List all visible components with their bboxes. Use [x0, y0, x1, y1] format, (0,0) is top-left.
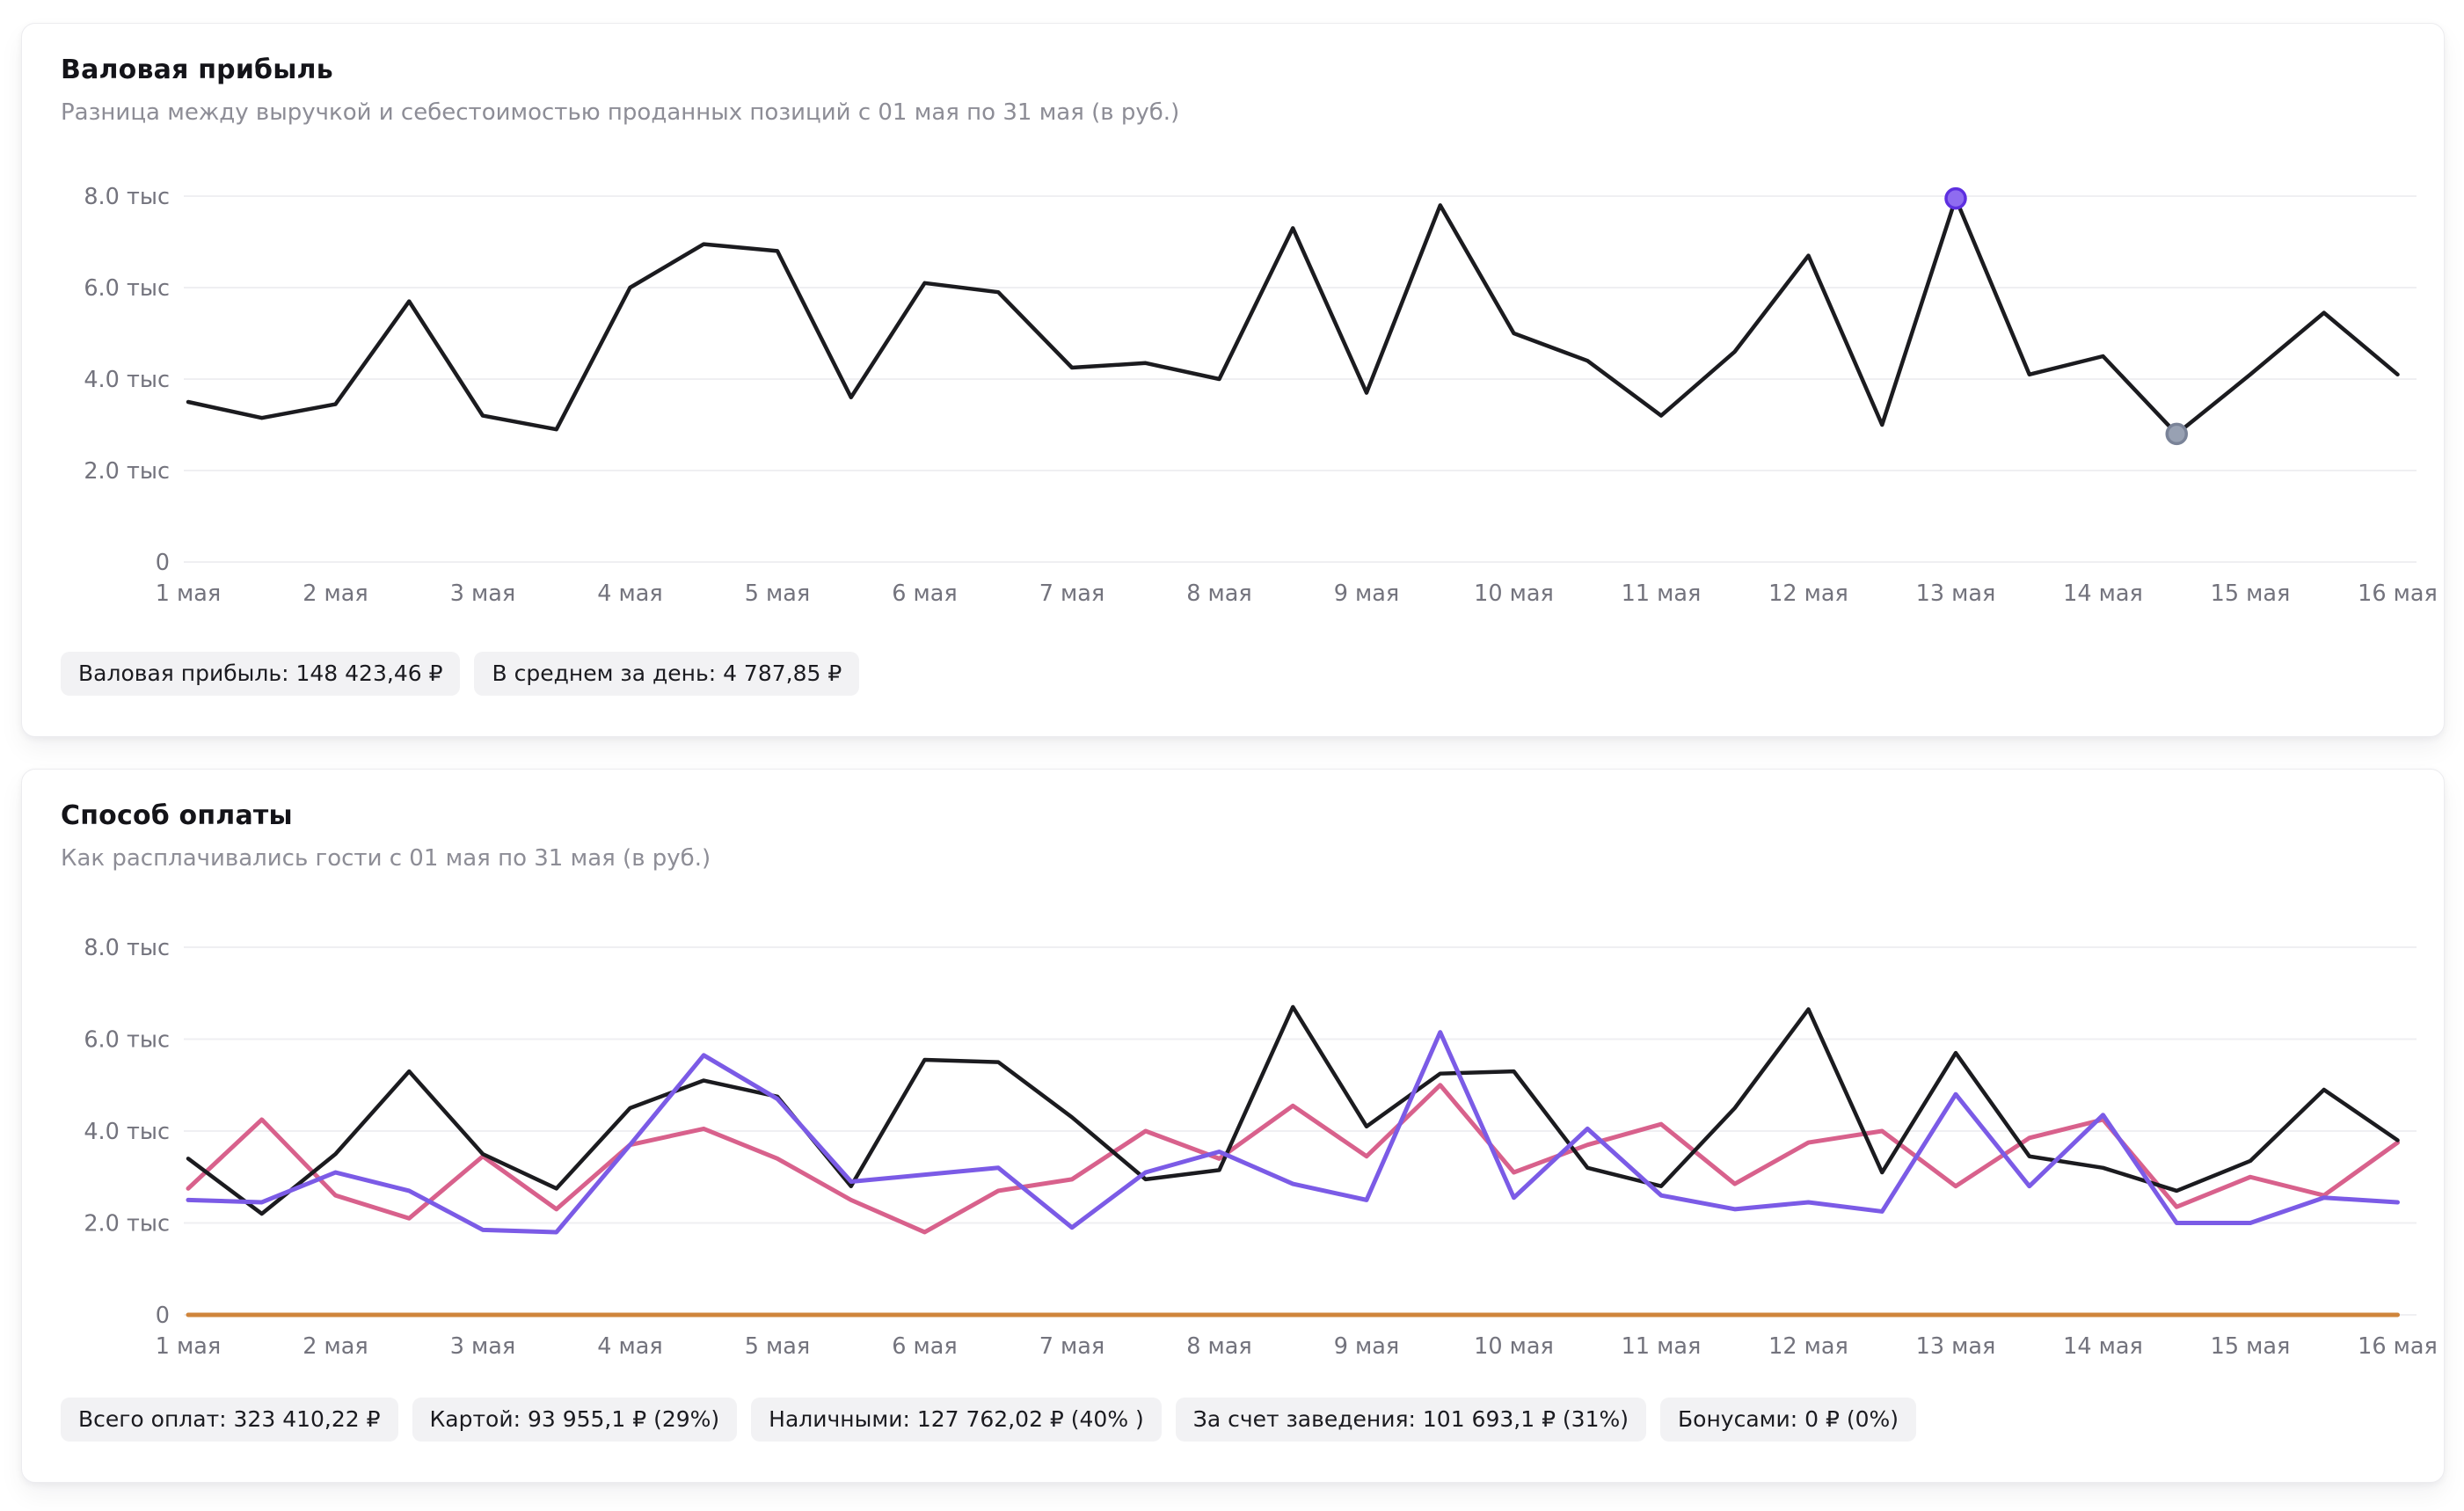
gross-profit-chart-svg[interactable]: 8.0 тыс 6.0 тыс 4.0 тыс 2.0 тыс 0 1 мая 2 мая 3…: [22, 24, 2444, 736]
gross-profit-title: Валовая прибыль: [61, 55, 333, 85]
x-axis-tick-label: 12 мая: [1768, 580, 1848, 607]
x-axis-tick-label: 5 мая: [745, 1333, 811, 1360]
x-axis-tick-label: 7 мая: [1039, 580, 1105, 607]
y-axis-tick-label: 8.0 тыс: [84, 935, 170, 961]
x-axis-tick-label: 6 мая: [892, 1333, 958, 1360]
x-axis-tick-label: 5 мая: [745, 580, 811, 607]
y-axis-tick-label: 2.0 тыс: [84, 1211, 170, 1237]
payment-methods-card: Способ оплаты Как расплачивались гости с…: [21, 769, 2445, 1483]
y-axis-tick-label: 8.0 тыс: [84, 184, 170, 210]
x-axis-tick-label: 3 мая: [450, 1333, 516, 1360]
series-line-За счет заведения[interactable]: [186, 1083, 2400, 1235]
payment-methods-chart-svg[interactable]: 8.0 тыс 6.0 тыс 4.0 тыс 2.0 тыс 0 1 мая 2 мая 3…: [22, 770, 2444, 1482]
x-axis-tick-label: 4 мая: [597, 1333, 663, 1360]
payment-methods-chart[interactable]: 8.0 тыс 6.0 тыс 4.0 тыс 2.0 тыс 0 1 мая 2 мая 3…: [22, 770, 2444, 1482]
stat-badge: В среднем за день: 4 787,85 ₽: [474, 652, 860, 696]
x-axis-tick-label: 11 мая: [1622, 1333, 1702, 1360]
stat-badge: Наличными: 127 762,02 ₽ (40% ): [751, 1398, 1162, 1442]
series-line-Валовая прибыль[interactable]: [186, 196, 2400, 436]
stat-badge: Картой: 93 955,1 ₽ (29%): [412, 1398, 738, 1442]
x-axis-tick-label: 16 мая: [2358, 580, 2438, 607]
x-axis-tick-label: 9 мая: [1334, 1333, 1400, 1360]
x-axis-tick-label: 16 мая: [2358, 1333, 2438, 1360]
x-axis-tick-label: 15 мая: [2211, 1333, 2291, 1360]
x-axis-tick-label: 11 мая: [1622, 580, 1702, 607]
x-axis-tick-label: 3 мая: [450, 580, 516, 607]
y-axis-tick-label: 6.0 тыс: [84, 1027, 170, 1054]
x-axis-tick-label: 2 мая: [303, 580, 368, 607]
gross-profit-subtitle: Разница между выручкой и себестоимостью …: [61, 99, 1180, 126]
stat-badge: Валовая прибыль: 148 423,46 ₽: [61, 652, 461, 696]
x-axis-tick-label: 8 мая: [1186, 580, 1252, 607]
stat-badge: За счет заведения: 101 693,1 ₽ (31%): [1175, 1398, 1646, 1442]
x-axis-tick-label: 13 мая: [1916, 1333, 1996, 1360]
payment-methods-badges-row: Всего оплат: 323 410,22 ₽ Картой: 93 955,…: [61, 1398, 1917, 1442]
y-axis-tick-label: 0: [156, 550, 170, 576]
y-axis-tick-label: 6.0 тыс: [84, 275, 170, 302]
payment-methods-title: Способ оплаты: [61, 800, 293, 831]
y-axis-tick-label: 0: [156, 1303, 170, 1329]
x-axis-tick-label: 9 мая: [1334, 580, 1400, 607]
x-axis-tick-label: 10 мая: [1474, 580, 1554, 607]
x-axis-tick-label: 14 мая: [2063, 580, 2143, 607]
x-axis-tick-label: 2 мая: [303, 1333, 368, 1360]
payment-methods-subtitle: Как расплачивались гости с 01 мая по 31 …: [61, 845, 711, 872]
stat-badge: Всего оплат: 323 410,22 ₽: [61, 1398, 398, 1442]
stat-badge: Бонусами: 0 ₽ (0%): [1660, 1398, 1917, 1442]
x-axis-tick-label: 1 мая: [156, 580, 222, 607]
y-axis-tick-label: 2.0 тыс: [84, 458, 170, 485]
max-point-marker[interactable]: [1944, 186, 1967, 210]
series-line-Наличными[interactable]: [186, 1004, 2400, 1216]
x-axis-tick-label: 8 мая: [1186, 1333, 1252, 1360]
x-axis-tick-label: 4 мая: [597, 580, 663, 607]
gross-profit-badges-row: Валовая прибыль: 148 423,46 ₽ В среднем з…: [61, 652, 860, 696]
x-axis-tick-label: 1 мая: [156, 1333, 222, 1360]
y-axis-tick-label: 4.0 тыс: [84, 367, 170, 393]
y-axis-tick-label: 4.0 тыс: [84, 1119, 170, 1145]
x-axis-tick-label: 15 мая: [2211, 580, 2291, 607]
gross-profit-card: Валовая прибыль Разница между выручкой и…: [21, 23, 2445, 737]
x-axis-tick-label: 12 мая: [1768, 1333, 1848, 1360]
gross-profit-chart[interactable]: 8.0 тыс 6.0 тыс 4.0 тыс 2.0 тыс 0 1 мая 2 мая 3…: [22, 24, 2444, 736]
x-axis-tick-label: 7 мая: [1039, 1333, 1105, 1360]
x-axis-tick-label: 6 мая: [892, 580, 958, 607]
x-axis-tick-label: 14 мая: [2063, 1333, 2143, 1360]
series-line-Картой[interactable]: [186, 1030, 2400, 1235]
min-point-marker[interactable]: [2165, 422, 2188, 446]
x-axis-tick-label: 13 мая: [1916, 580, 1996, 607]
x-axis-tick-label: 10 мая: [1474, 1333, 1554, 1360]
